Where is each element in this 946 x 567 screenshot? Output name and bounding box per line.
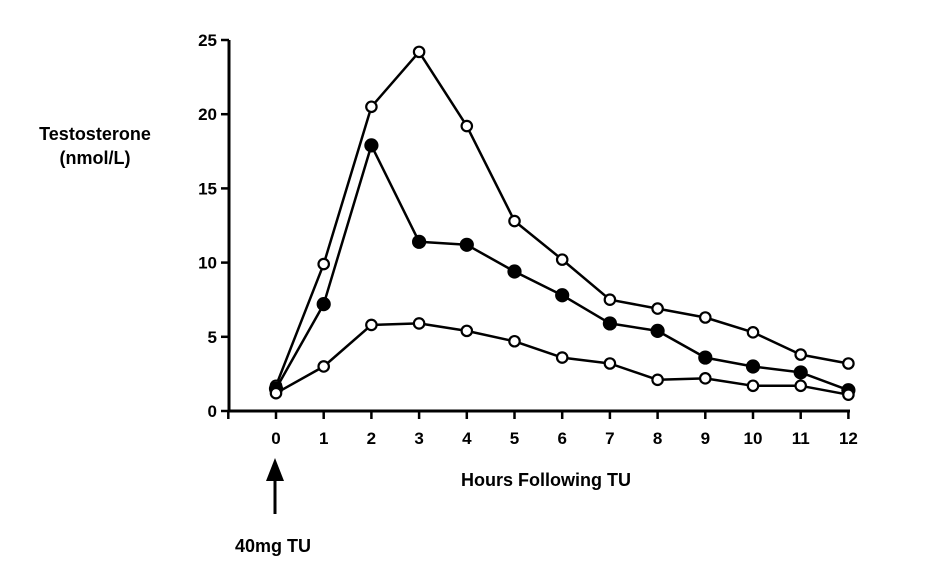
y-axis-label-line-1: Testosterone: [39, 124, 151, 144]
series-layer: [268, 45, 856, 401]
x-tick-label: 5: [510, 429, 519, 448]
series-1-point: [508, 214, 521, 228]
series-2-point: [698, 350, 713, 365]
series-3-point: [269, 386, 283, 400]
y-tick-label: 20: [198, 105, 217, 124]
x-tick-label: 12: [839, 429, 858, 448]
y-tick-label: 15: [198, 179, 217, 198]
x-tick-label: 2: [367, 429, 376, 448]
series-3-point: [794, 379, 807, 393]
x-tick-label: 7: [605, 429, 614, 448]
x-tick-label: 9: [701, 429, 710, 448]
series-2-point: [507, 264, 522, 279]
series-1-point: [317, 257, 330, 271]
y-tick-label: 5: [208, 328, 217, 347]
x-tick-label: 10: [744, 429, 763, 448]
series-3-point: [508, 334, 521, 348]
series-3-point: [746, 379, 760, 393]
y-tick-label: 10: [198, 254, 217, 273]
y-tick-label: 25: [198, 31, 217, 50]
series-3-point: [317, 360, 330, 373]
series-3-point: [698, 372, 712, 385]
series-3-point: [651, 373, 664, 387]
x-axis-label: Hours Following TU: [461, 470, 631, 490]
series-1-point: [698, 311, 712, 324]
series-1-point: [842, 357, 855, 370]
series-3-point: [460, 324, 474, 338]
series-3-point: [555, 351, 569, 364]
series-2-point: [793, 365, 808, 380]
series-2: [268, 138, 856, 398]
series-1: [269, 45, 855, 393]
series-3: [269, 317, 855, 401]
series-2-point: [555, 288, 570, 303]
x-tick-label: 6: [557, 429, 566, 448]
x-tick-label: 8: [653, 429, 662, 448]
dose-arrow: [266, 458, 284, 514]
series-1-point: [746, 326, 760, 339]
series-2-point: [650, 323, 665, 338]
x-tick-label: 0: [271, 429, 280, 448]
series-1-point: [555, 253, 569, 266]
series-1-point: [412, 45, 426, 59]
series-2-point: [745, 359, 761, 374]
series-2-point: [316, 297, 331, 312]
series-1-point: [460, 119, 474, 133]
x-tick-label: 4: [462, 429, 472, 448]
series-1-point: [365, 100, 378, 114]
series-3-point: [842, 388, 855, 401]
series-2-point: [412, 234, 427, 249]
series-2-point: [459, 237, 474, 252]
series-1-point: [651, 302, 664, 315]
series-3-point: [603, 357, 617, 370]
x-tick-label: 1: [319, 429, 328, 448]
series-2-point: [602, 316, 618, 331]
series-1-point: [794, 348, 807, 361]
x-tick-label: 11: [792, 429, 810, 448]
series-3-point: [412, 317, 426, 330]
y-axis-label-line-2: (nmol/L): [60, 148, 131, 168]
series-3-point: [365, 318, 378, 332]
series-1-point: [603, 293, 617, 306]
series-1-line: [274, 50, 849, 387]
series-2-point: [364, 138, 379, 153]
y-tick-label: 0: [208, 402, 217, 421]
x-tick-label: 3: [414, 429, 423, 448]
dose-annotation: 40mg TU: [235, 536, 311, 556]
